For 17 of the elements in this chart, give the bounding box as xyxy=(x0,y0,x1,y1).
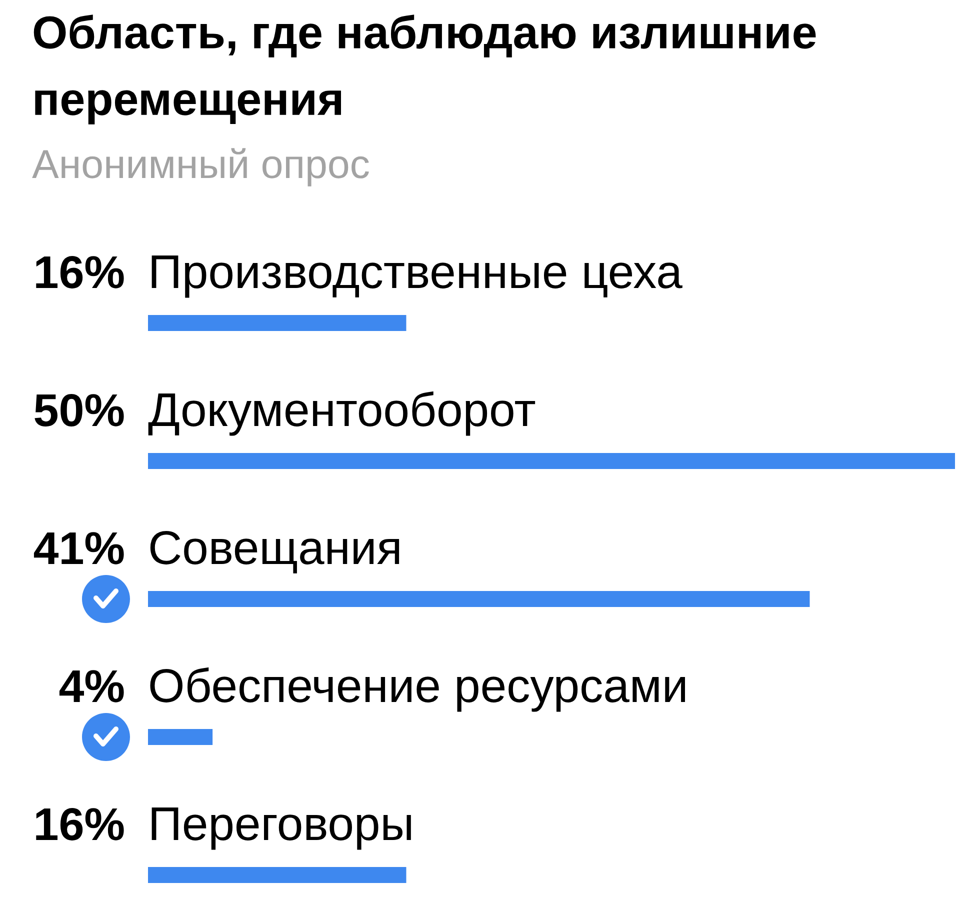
data-label: 50% xyxy=(34,394,124,426)
y-tick-label: Документооборот xyxy=(148,391,536,436)
bar xyxy=(148,867,406,883)
bar xyxy=(148,453,955,469)
data-label: 16% xyxy=(36,808,124,840)
chart-subtitle: Анонимный опрос xyxy=(32,148,369,186)
bar xyxy=(148,315,406,331)
chart-title: Область, где наблюдаю излишние перемещения xyxy=(34,14,816,124)
bar xyxy=(148,729,213,745)
data-label: 16% xyxy=(36,256,124,288)
y-tick-label: Обеспечение ресурсами xyxy=(150,667,685,712)
y-tick-label: Производственные цеха xyxy=(152,256,682,298)
y-tick-label: Переговоры xyxy=(152,808,411,850)
y-tick-label: Совещания xyxy=(150,531,400,574)
data-label: 4% xyxy=(59,670,124,702)
data-label: 41% xyxy=(34,532,124,564)
bar xyxy=(148,591,810,607)
